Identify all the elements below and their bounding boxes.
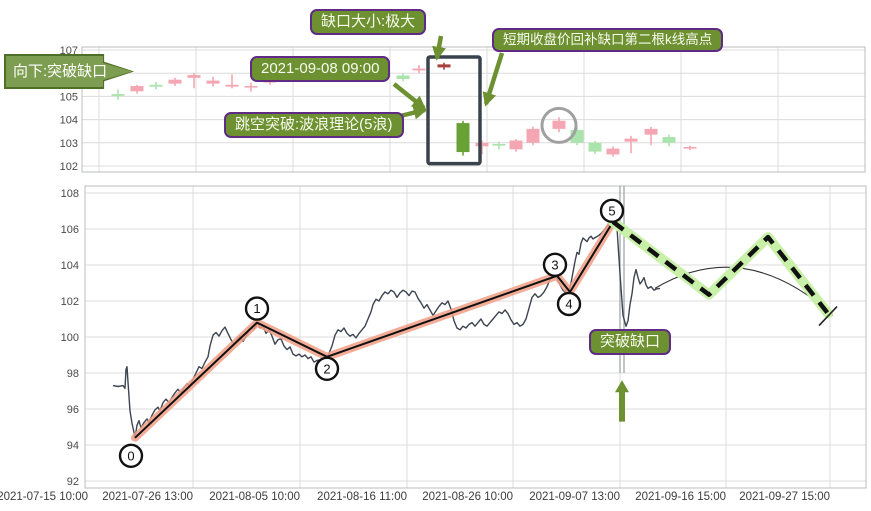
svg-text:2021-09-27 15:00: 2021-09-27 15:00 (739, 491, 830, 503)
svg-text:0: 0 (127, 448, 134, 463)
svg-text:103: 103 (60, 138, 78, 150)
svg-text:106: 106 (61, 224, 79, 236)
svg-text:104: 104 (61, 260, 79, 272)
svg-text:94: 94 (67, 440, 79, 452)
svg-text:2021-08-16 11:00: 2021-08-16 11:00 (317, 491, 407, 503)
svg-text:96: 96 (67, 404, 79, 416)
svg-text:108: 108 (61, 188, 79, 200)
label-gap-size: 缺口大小:极大 (310, 9, 427, 35)
svg-text:2021-09-07 13:00: 2021-09-07 13:00 (529, 491, 620, 503)
svg-text:2021-08-05 10:00: 2021-08-05 10:00 (209, 491, 300, 503)
candlestick-chart: 107106105104103102 (60, 35, 866, 173)
label-gap-datetime: 2021-09-08 09:00 (250, 56, 391, 82)
svg-text:2021-09-16 15:00: 2021-09-16 15:00 (635, 491, 726, 503)
svg-text:1: 1 (253, 301, 260, 316)
svg-text:3: 3 (551, 257, 558, 272)
svg-text:100: 100 (61, 332, 79, 344)
svg-text:105: 105 (60, 91, 78, 103)
svg-text:102: 102 (60, 161, 78, 173)
svg-text:104: 104 (60, 115, 78, 127)
svg-text:2021-08-26 10:00: 2021-08-26 10:00 (422, 491, 513, 503)
svg-text:5: 5 (608, 203, 615, 218)
svg-text:92: 92 (67, 476, 79, 488)
svg-text:102: 102 (61, 296, 79, 308)
svg-text:98: 98 (67, 368, 79, 380)
svg-text:4: 4 (565, 297, 572, 312)
svg-text:2021-07-15 10:00: 2021-07-15 10:00 (0, 491, 88, 503)
label-gap-breakout-theory: 跳空突破:波浪理论(5浪) (224, 112, 404, 138)
label-breakout-gap: 突破缺口 (589, 329, 672, 355)
svg-text:2021-07-26 13:00: 2021-07-26 13:00 (102, 491, 193, 503)
label-short-term-closing: 短期收盘价回补缺口第二根k线高点 (492, 28, 724, 52)
svg-text:2: 2 (323, 361, 330, 376)
